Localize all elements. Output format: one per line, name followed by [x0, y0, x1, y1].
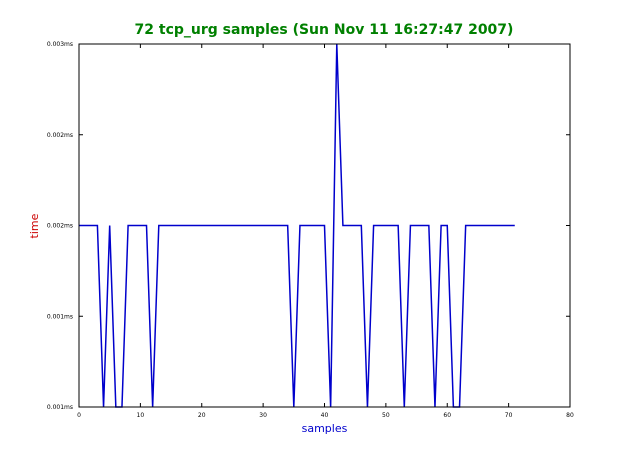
y-tick-label: 0.002ms: [47, 132, 73, 139]
x-tick-label: 0: [77, 412, 81, 419]
x-tick-label: 20: [198, 412, 206, 419]
y-tick-label: 0.001ms: [47, 313, 73, 320]
x-tick-label: 50: [382, 412, 390, 419]
y-axis-label: time: [28, 213, 41, 238]
x-tick-label: 60: [443, 412, 451, 419]
y-tick-label: 0.002ms: [47, 223, 73, 230]
chart-title: 72 tcp_urg samples (Sun Nov 11 16:27:47 …: [135, 22, 514, 38]
y-tick-label: 0.003ms: [47, 41, 73, 48]
series-layer: [79, 43, 515, 408]
x-tick-label: 10: [137, 412, 145, 419]
plot-frame: [78, 43, 571, 408]
x-tick-label: 80: [566, 412, 574, 419]
x-tick-label: 30: [259, 412, 267, 419]
y-tick-label: 0.001ms: [47, 404, 73, 411]
x-tick-label: 40: [321, 412, 329, 419]
x-axis-label: samples: [302, 422, 348, 435]
x-tick-label: 70: [505, 412, 513, 419]
series-line: [79, 43, 515, 408]
